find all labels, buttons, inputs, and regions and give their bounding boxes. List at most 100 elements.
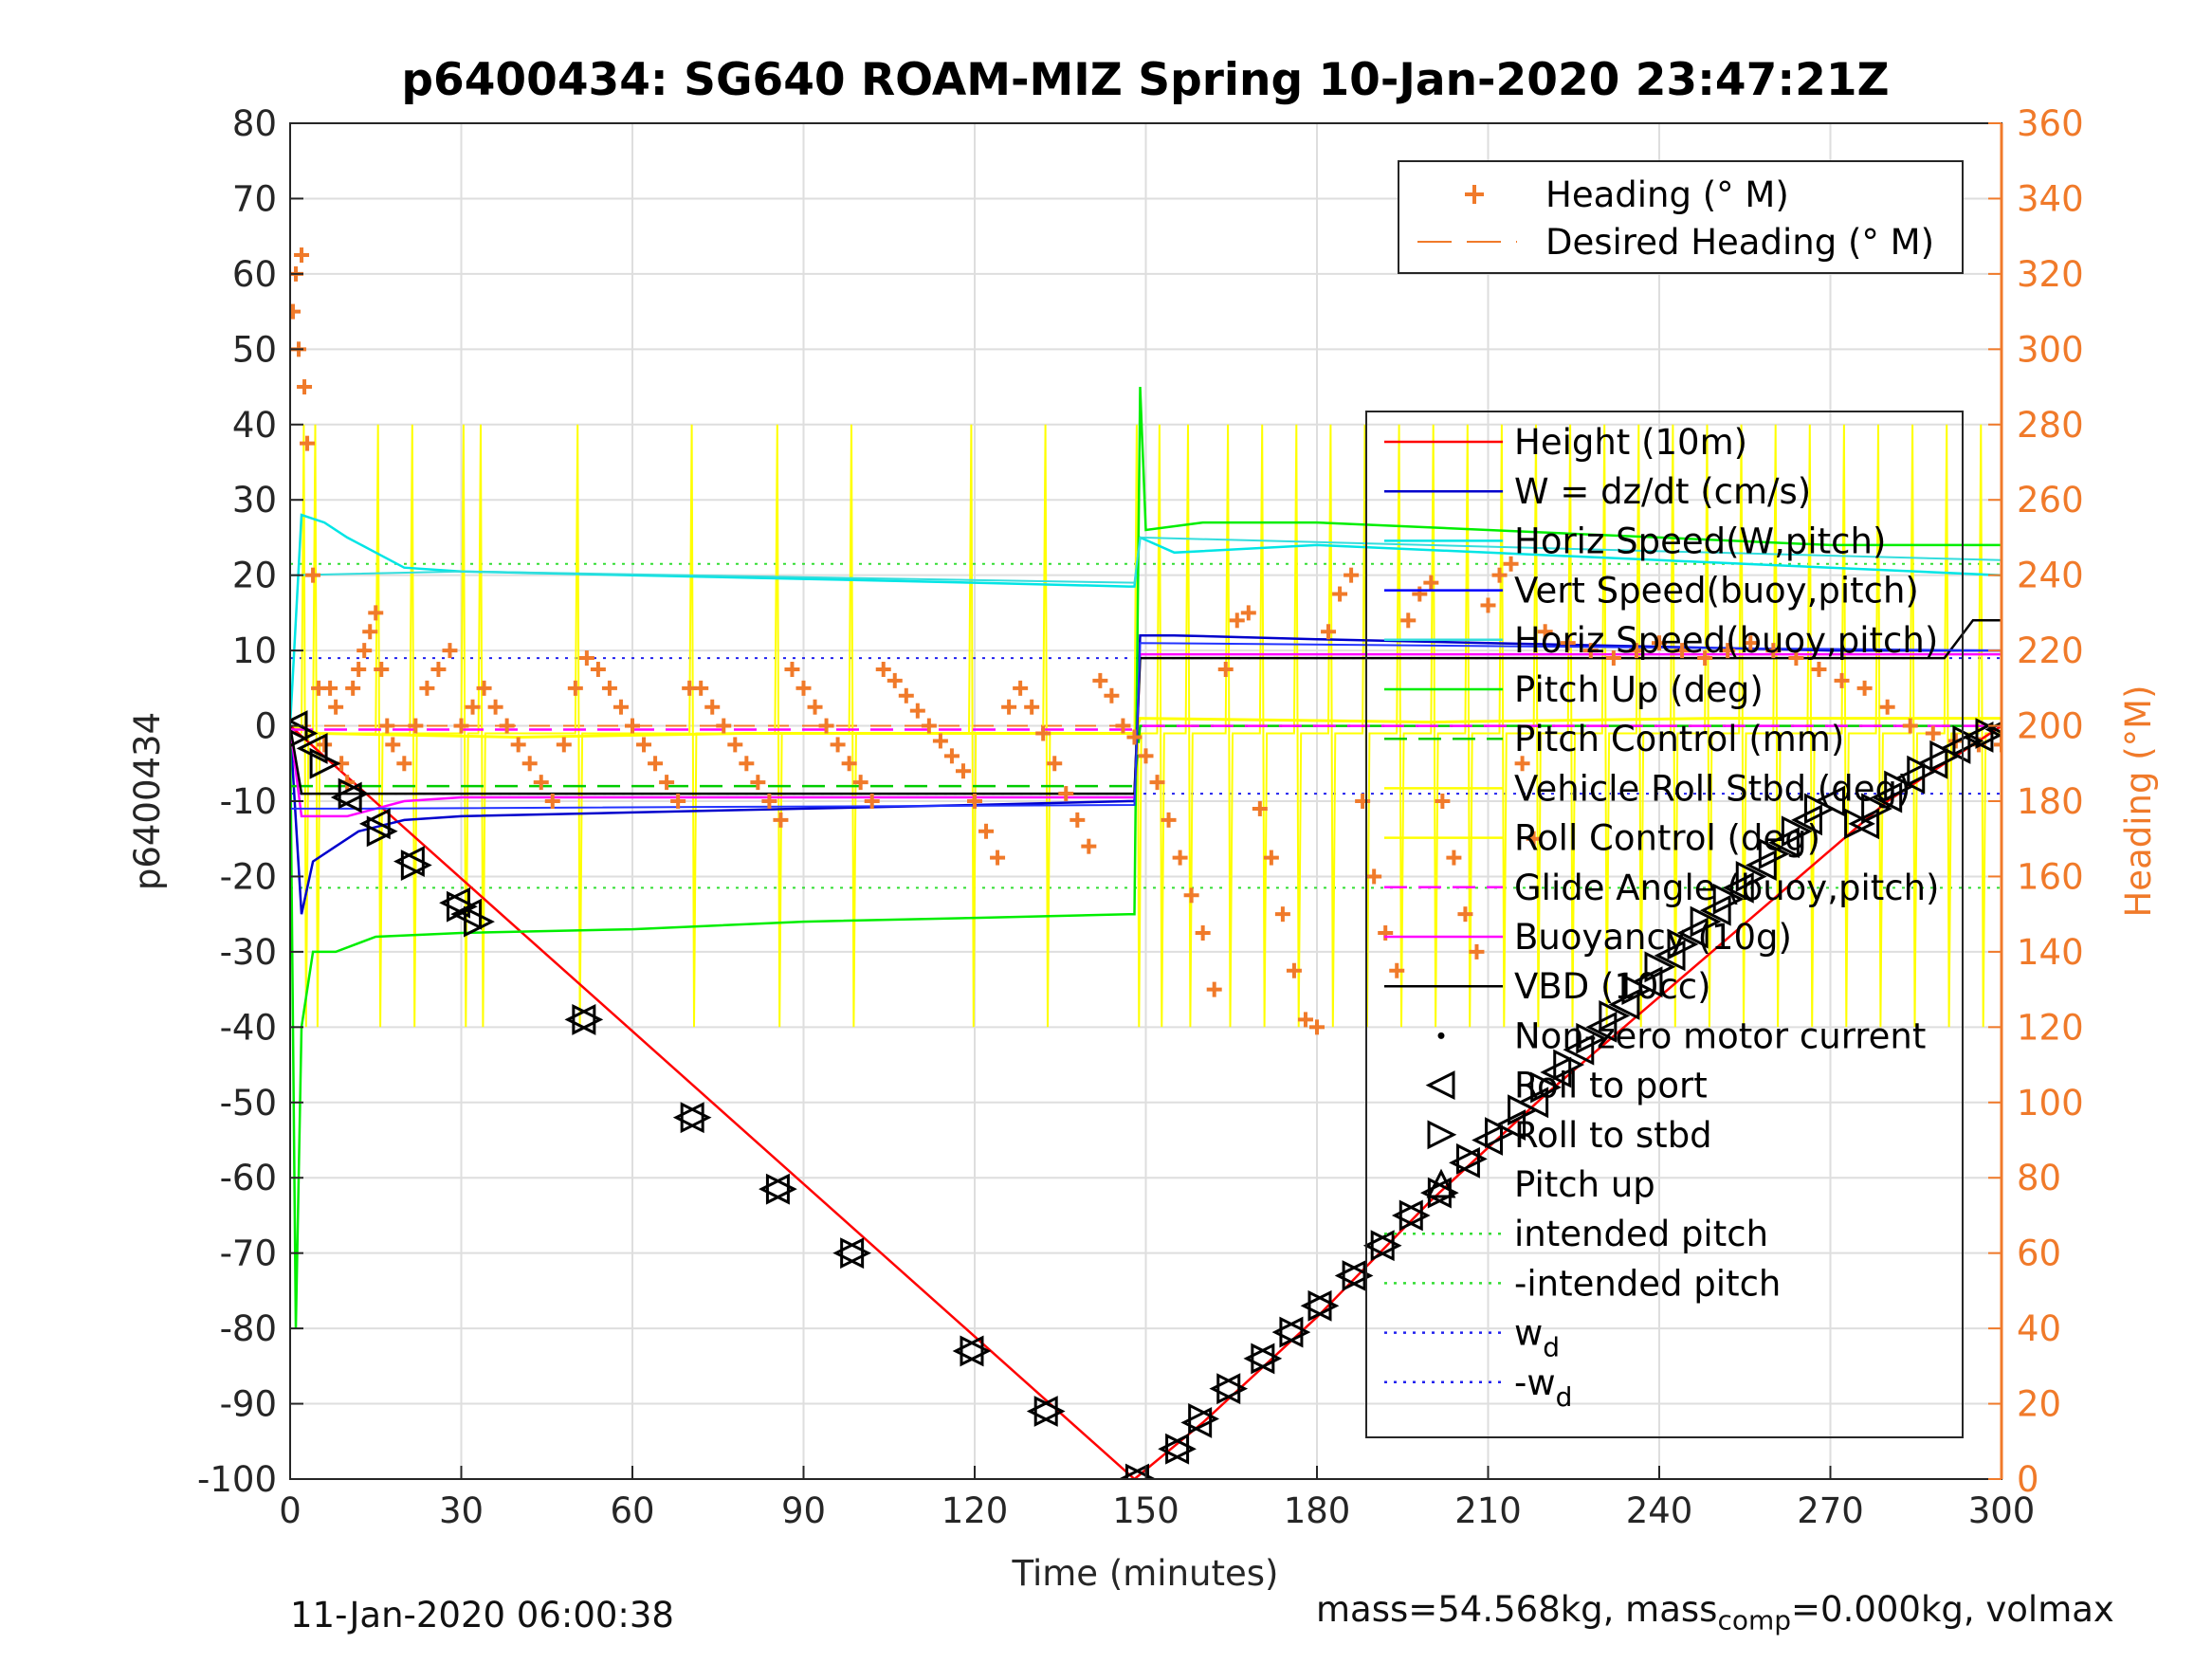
legend-triangle-swatch [1426,1168,1456,1198]
heading-point [990,850,1006,866]
heading-point [1856,680,1873,696]
y-tick-label: -60 [220,1158,277,1198]
roll-marker [1398,1199,1431,1232]
heading-point [1297,1012,1313,1028]
legend-main-entry: Vert Speed(buoy,pitch) [1514,571,1919,612]
y2-tick-label: 160 [2017,856,2084,897]
roll-to-port-marker [450,898,483,930]
roll-marker [1271,1316,1304,1348]
roll-marker [1893,762,1926,795]
legend-main-entry: Pitch up [1514,1164,1655,1205]
roll-to-stbd-marker [1690,905,1722,938]
roll-marker [1654,940,1686,972]
legend-triangle-swatch [1427,1120,1457,1150]
heading-point [830,737,846,753]
y-tick-label: 10 [232,630,277,671]
roll-to-port-marker [1209,1373,1241,1405]
heading-point [499,718,515,734]
roll-marker [1712,883,1745,915]
heading-point [1069,812,1086,828]
heading-point [1389,962,1405,978]
heading-point [1412,586,1428,602]
roll-to-stbd-marker [447,890,478,923]
heading-point [1400,612,1417,629]
heading-point [465,699,481,715]
roll-to-stbd-marker [1251,1343,1283,1375]
roll-marker [1251,1343,1283,1375]
heading-point [1035,725,1051,741]
roll-marker [1916,747,1948,779]
heading-point [590,661,606,677]
heading-point [345,680,361,696]
roll-marker [572,1003,604,1035]
roll-marker [1962,722,1994,753]
roll-to-stbd-marker [1279,1316,1311,1348]
roll-to-port-marker [1334,1260,1366,1291]
roll-to-port-marker [759,1173,790,1205]
x-tick-label: 120 [941,1490,1009,1531]
roll-marker [1419,1177,1452,1209]
heading-point [636,737,652,753]
heading-point [1788,650,1804,667]
roll-marker [1342,1260,1374,1291]
roll-to-stbd-marker [680,1102,712,1134]
roll-marker [680,1102,712,1134]
x-tick-label: 60 [610,1490,654,1531]
y-tick-label: -30 [220,932,277,973]
roll-marker [1209,1373,1241,1405]
heading-point [322,680,338,696]
heading-point [476,680,492,696]
y-tick-label: -100 [197,1459,277,1500]
heading-point [1811,661,1827,677]
roll-to-stbd-marker [1735,861,1767,892]
roll-to-stbd-marker [1712,883,1745,915]
roll-marker [759,1173,790,1205]
roll-marker [1563,1033,1595,1066]
y2-tick-label: 360 [2017,103,2084,144]
roll-marker [1362,1230,1395,1262]
y-tick-label: 20 [232,556,277,596]
x-tick-label: 150 [1112,1490,1179,1531]
roll-to-port-marker [1916,747,1948,779]
x-tick-label: 300 [1968,1490,2036,1531]
roll-marker [1540,1056,1572,1088]
heading-point [379,718,395,734]
heading-point [1344,567,1360,583]
y2-tick-label: 80 [2017,1158,2061,1198]
heading-point [1902,718,1918,734]
legend-main-entry: Horiz Speed(W,pitch) [1514,521,1886,561]
legend-main-entry: Pitch Up (deg) [1514,669,1764,710]
heading-point [396,756,412,772]
heading-point [578,650,594,667]
heading-point [1674,643,1691,659]
roll-marker [464,905,495,938]
roll-marker [1472,1124,1503,1156]
heading-point [1149,775,1165,791]
heading-point [1446,850,1462,866]
y2-axis-label: Heading (°M) [2118,685,2159,917]
vehicle-roll-series [290,717,2002,740]
y2-tick-label: 260 [2017,480,2084,521]
roll-to-stbd-marker [1398,1199,1431,1232]
roll-marker [765,1173,797,1205]
roll-to-port-marker [1962,722,1994,753]
heading-point [955,763,971,779]
data-layer [290,247,2002,1479]
heading-point [852,775,868,791]
roll-to-port-marker [1939,732,1971,764]
heading-point [356,643,373,659]
heading-point [943,748,960,764]
heading-point [487,699,503,715]
roll-marker [1370,1230,1402,1262]
roll-marker [1300,1289,1332,1322]
roll-to-port-marker [1419,1177,1452,1209]
heading-point [1457,906,1473,923]
roll-marker [1553,1049,1585,1081]
heading-point [1537,624,1553,640]
heading-point [1480,597,1496,613]
y2-tick-label: 200 [2017,706,2084,747]
y2-tick-label: 40 [2017,1308,2061,1349]
y-tick-label: 60 [232,254,277,295]
legend-motor-current-swatch [1437,1032,1445,1039]
